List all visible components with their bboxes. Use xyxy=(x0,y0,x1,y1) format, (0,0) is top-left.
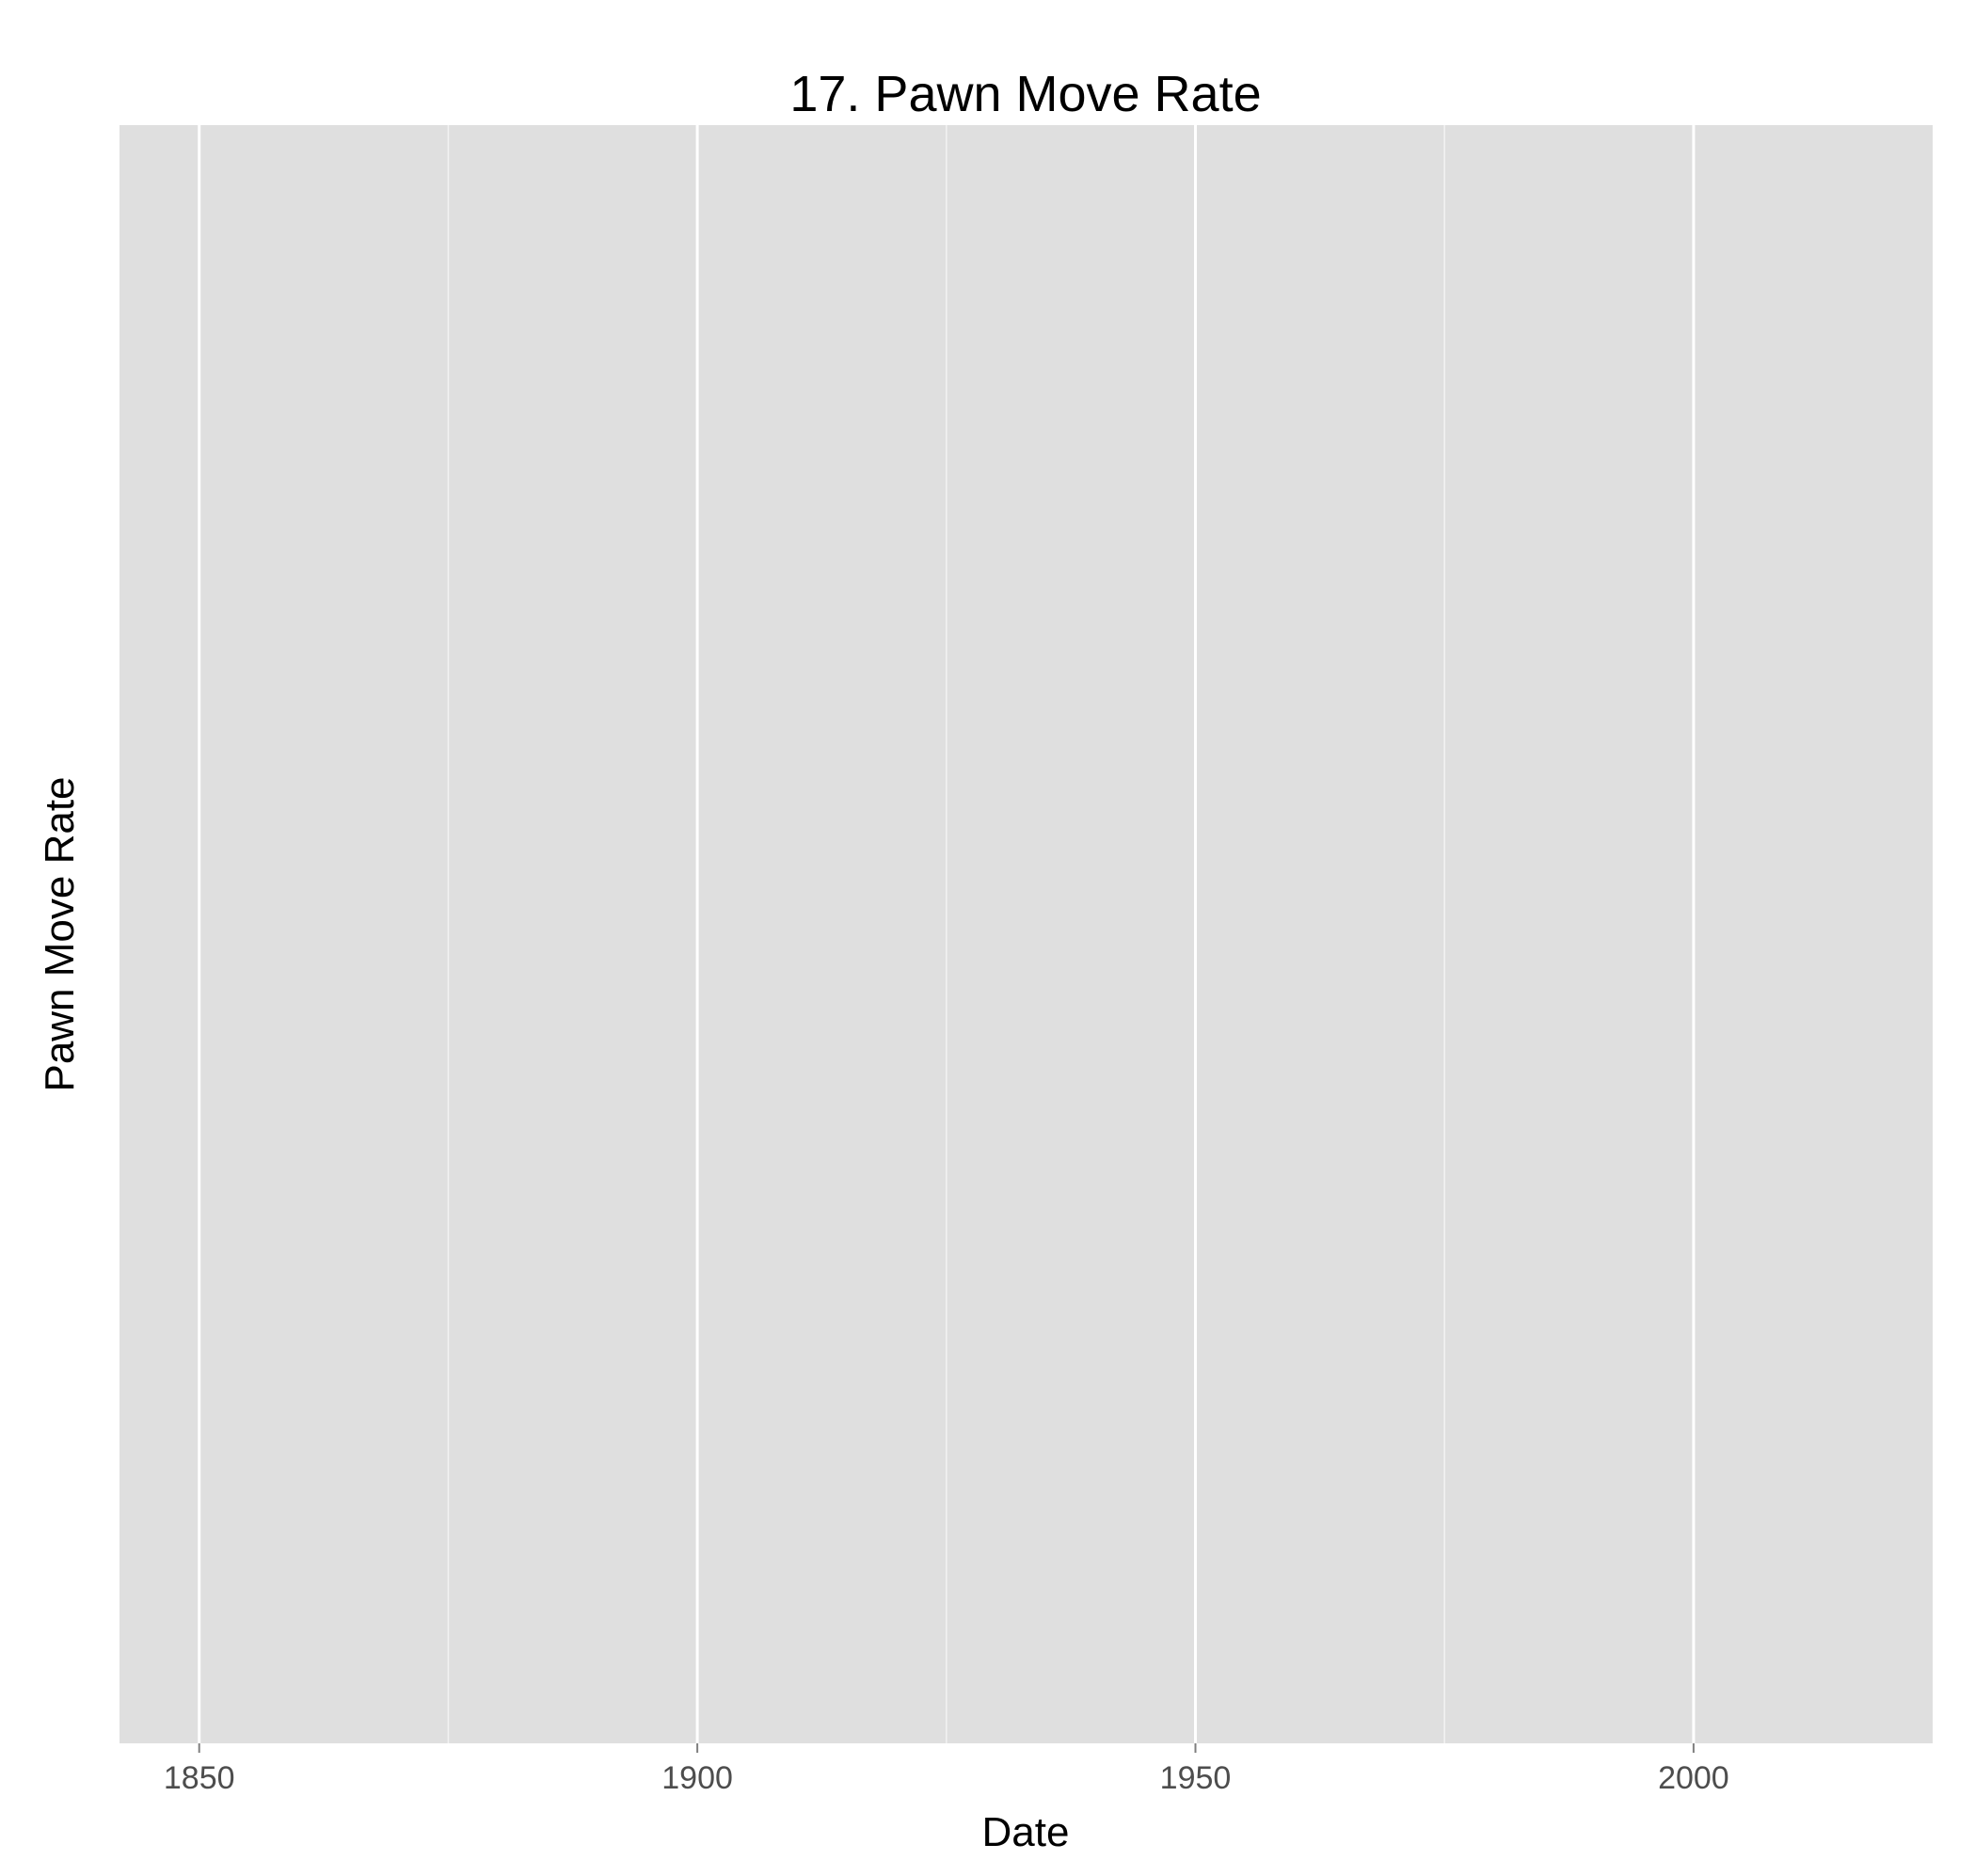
x-tick-label-1900: 1900 xyxy=(661,1760,733,1796)
x-axis-tick-labels: 1850 1900 1950 2000 xyxy=(164,1760,1729,1796)
x-tick-label-1950: 1950 xyxy=(1160,1760,1232,1796)
x-axis-ticks xyxy=(198,1743,1695,1753)
plot-panel xyxy=(119,125,1933,1743)
x-tick-label-1850: 1850 xyxy=(164,1760,235,1796)
major-gridlines xyxy=(198,125,1696,1743)
x-tick-label-2000: 2000 xyxy=(1658,1760,1729,1796)
x-axis-title: Date xyxy=(982,1809,1070,1855)
y-axis-title: Pawn Move Rate xyxy=(37,776,83,1091)
minor-gridlines xyxy=(447,125,1445,1743)
chart-title: 17. Pawn Move Rate xyxy=(789,66,1261,122)
